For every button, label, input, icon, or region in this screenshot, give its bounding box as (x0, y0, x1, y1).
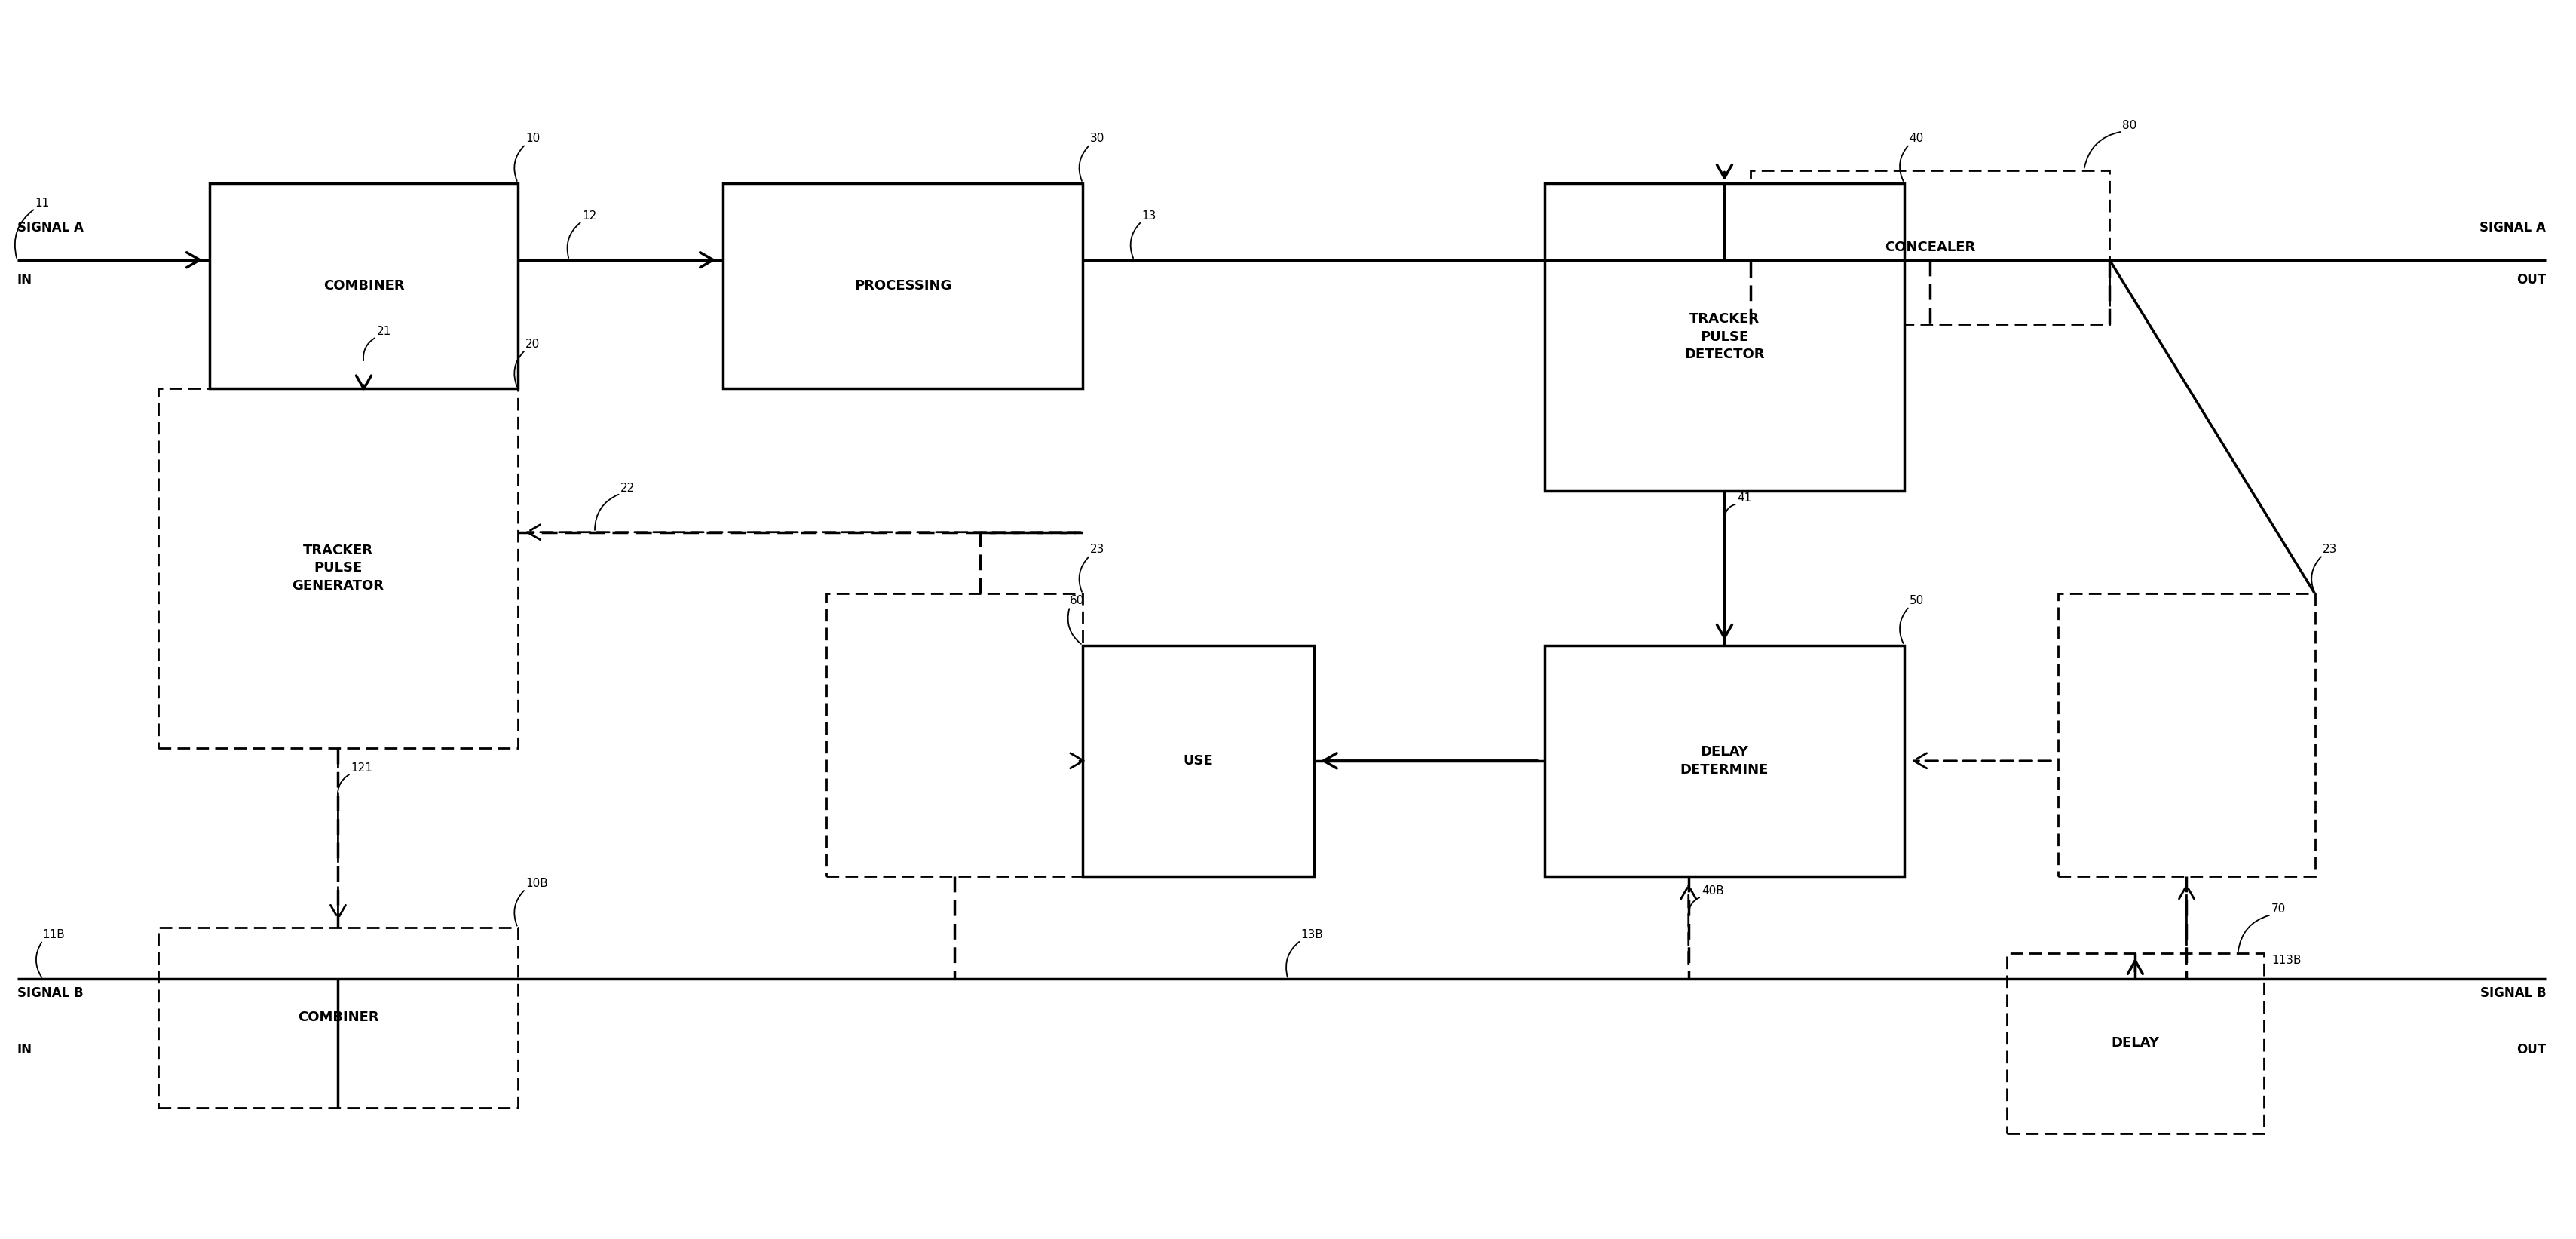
Text: 13: 13 (1141, 211, 1157, 222)
Text: 10B: 10B (526, 878, 549, 890)
Text: TRACKER
PULSE
DETECTOR: TRACKER PULSE DETECTOR (1685, 312, 1765, 362)
Text: SIGNAL A: SIGNAL A (2481, 221, 2545, 234)
Text: 60: 60 (1069, 596, 1084, 607)
Text: 12: 12 (582, 211, 598, 222)
Text: 20: 20 (526, 338, 541, 349)
Text: COMBINER: COMBINER (296, 1011, 379, 1025)
Bar (2058, 593, 2316, 876)
Text: 11: 11 (36, 197, 49, 208)
Text: 10: 10 (526, 133, 541, 145)
Bar (157, 928, 518, 1108)
Text: COMBINER: COMBINER (322, 279, 404, 292)
Text: 11B: 11B (44, 929, 64, 940)
Text: OUT: OUT (2517, 273, 2545, 286)
Text: 23: 23 (1090, 544, 1105, 555)
Text: 23: 23 (2324, 544, 2336, 555)
Bar (827, 593, 1082, 876)
Bar (2007, 953, 2264, 1134)
Text: 50: 50 (1909, 596, 1924, 607)
Text: SIGNAL A: SIGNAL A (18, 221, 82, 234)
Text: IN: IN (18, 273, 33, 286)
Bar (1082, 646, 1314, 876)
Text: 40: 40 (1909, 133, 1924, 145)
Text: 70: 70 (2272, 903, 2285, 914)
Text: 40B: 40B (1700, 886, 1723, 897)
Text: DELAY: DELAY (2112, 1037, 2159, 1049)
Text: IN: IN (18, 1043, 33, 1057)
Text: 113B: 113B (2272, 955, 2300, 966)
Text: 21: 21 (376, 326, 392, 337)
Text: SIGNAL B: SIGNAL B (18, 986, 82, 1000)
Text: SIGNAL B: SIGNAL B (2481, 986, 2545, 1000)
Text: 41: 41 (1736, 493, 1752, 504)
Text: 121: 121 (350, 762, 374, 773)
Text: USE: USE (1182, 755, 1213, 767)
Text: OUT: OUT (2517, 1043, 2545, 1057)
Text: PROCESSING: PROCESSING (855, 279, 951, 292)
Text: DELAY
DETERMINE: DELAY DETERMINE (1680, 745, 1770, 777)
Text: CONCEALER: CONCEALER (1886, 240, 1976, 254)
Bar (1546, 646, 1904, 876)
Text: 13B: 13B (1301, 929, 1324, 940)
Bar (724, 183, 1082, 388)
Bar (157, 388, 518, 748)
Text: 30: 30 (1090, 133, 1105, 145)
Bar (1546, 183, 1904, 491)
Bar (209, 183, 518, 388)
Text: TRACKER
PULSE
GENERATOR: TRACKER PULSE GENERATOR (291, 544, 384, 592)
Text: 22: 22 (621, 482, 636, 493)
Text: 80: 80 (2123, 120, 2138, 131)
Bar (1749, 170, 2110, 325)
